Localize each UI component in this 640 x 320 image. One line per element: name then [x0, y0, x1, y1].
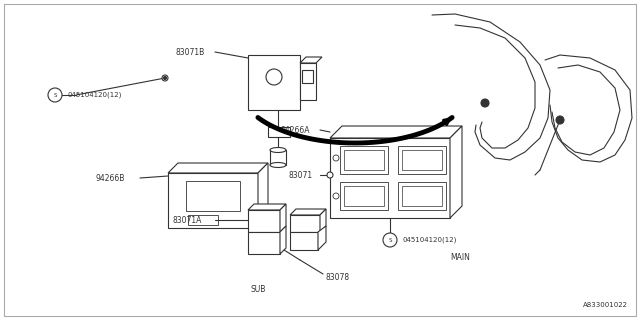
Text: 83071B: 83071B [175, 47, 204, 57]
Polygon shape [248, 232, 280, 254]
Text: S: S [53, 92, 57, 98]
Text: 045104120(12): 045104120(12) [67, 92, 122, 98]
Polygon shape [280, 226, 286, 254]
Text: 83071A: 83071A [172, 215, 202, 225]
Ellipse shape [270, 148, 286, 153]
Polygon shape [290, 232, 318, 250]
Text: 83071: 83071 [288, 171, 312, 180]
Polygon shape [280, 204, 286, 232]
Polygon shape [398, 146, 446, 174]
Text: 83078: 83078 [325, 274, 349, 283]
Ellipse shape [270, 163, 286, 167]
Polygon shape [302, 70, 313, 83]
Circle shape [333, 193, 339, 199]
Polygon shape [188, 215, 218, 225]
Polygon shape [290, 209, 326, 215]
Polygon shape [330, 126, 462, 138]
Polygon shape [402, 186, 442, 206]
Polygon shape [320, 209, 326, 232]
Polygon shape [290, 215, 320, 232]
Circle shape [162, 75, 168, 81]
Circle shape [163, 76, 166, 79]
Polygon shape [300, 57, 322, 63]
Polygon shape [318, 226, 326, 250]
Polygon shape [340, 146, 388, 174]
Polygon shape [300, 63, 316, 100]
Text: 045104120(12): 045104120(12) [402, 237, 456, 243]
Polygon shape [402, 150, 442, 170]
Polygon shape [168, 163, 268, 173]
Circle shape [556, 116, 564, 124]
Polygon shape [270, 150, 286, 165]
Text: 94266B: 94266B [95, 173, 124, 182]
Polygon shape [450, 126, 462, 218]
Text: MAIN: MAIN [450, 253, 470, 262]
Polygon shape [344, 150, 384, 170]
Polygon shape [268, 127, 290, 137]
Text: SUB: SUB [250, 285, 266, 294]
Circle shape [327, 172, 333, 178]
Text: S: S [388, 237, 392, 243]
Polygon shape [330, 138, 450, 218]
Text: 94266A: 94266A [280, 125, 310, 134]
Polygon shape [248, 204, 286, 210]
Circle shape [333, 155, 339, 161]
Polygon shape [258, 163, 268, 228]
Text: A833001022: A833001022 [583, 302, 628, 308]
Polygon shape [186, 181, 240, 211]
Polygon shape [248, 55, 300, 110]
Polygon shape [340, 182, 388, 210]
Polygon shape [168, 173, 258, 228]
Circle shape [266, 69, 282, 85]
Circle shape [481, 99, 489, 107]
Polygon shape [398, 182, 446, 210]
Polygon shape [344, 186, 384, 206]
Polygon shape [248, 210, 280, 232]
Circle shape [383, 233, 397, 247]
Circle shape [48, 88, 62, 102]
